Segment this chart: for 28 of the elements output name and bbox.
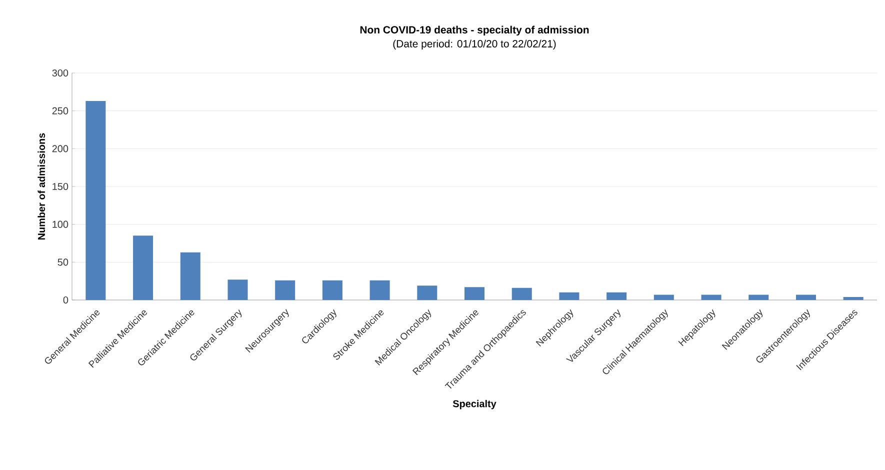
y-axis-title: Number of admissions — [38, 133, 46, 240]
bar — [228, 280, 248, 300]
y-tick-label: 50 — [58, 258, 68, 266]
bar — [370, 280, 390, 300]
bar — [464, 287, 485, 300]
bar — [748, 294, 769, 300]
bar — [86, 100, 106, 300]
chart-subtitle: (Date period: 01/10/20 to 22/02/21) — [393, 40, 556, 50]
y-tick-label: 250 — [52, 107, 68, 114]
y-tick-label: 150 — [52, 182, 68, 190]
y-tick-label: 300 — [52, 69, 68, 77]
bar — [843, 296, 864, 300]
bar — [606, 292, 627, 300]
bar — [654, 294, 674, 300]
bar — [417, 286, 438, 300]
bar — [275, 280, 296, 300]
y-tick-label: 200 — [52, 145, 68, 152]
bar — [512, 288, 532, 300]
bar — [559, 292, 580, 300]
chart-title: Non COVID-19 deaths - specialty of admission — [360, 26, 589, 36]
bar — [701, 294, 722, 300]
bar — [133, 236, 154, 300]
y-tick-label: 100 — [52, 220, 68, 228]
bar — [322, 280, 342, 300]
x-axis-title: Specialty — [452, 400, 496, 410]
y-tick-label: 0 — [63, 296, 68, 304]
bar — [796, 294, 816, 300]
bar — [180, 252, 200, 300]
